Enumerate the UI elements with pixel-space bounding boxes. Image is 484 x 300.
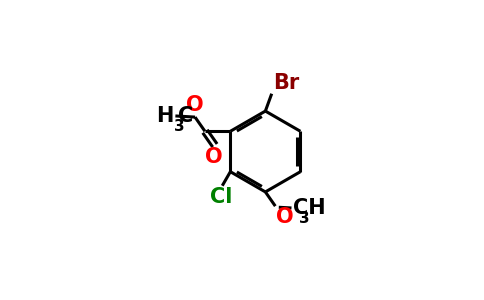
Text: 3: 3: [174, 119, 184, 134]
Text: Br: Br: [273, 73, 299, 93]
Text: H: H: [156, 106, 174, 126]
Text: O: O: [186, 95, 204, 115]
Text: CH: CH: [293, 198, 325, 218]
Text: 3: 3: [299, 211, 310, 226]
Text: Cl: Cl: [210, 187, 232, 207]
Text: C: C: [178, 106, 193, 126]
Text: O: O: [276, 207, 294, 227]
Text: O: O: [205, 147, 222, 167]
